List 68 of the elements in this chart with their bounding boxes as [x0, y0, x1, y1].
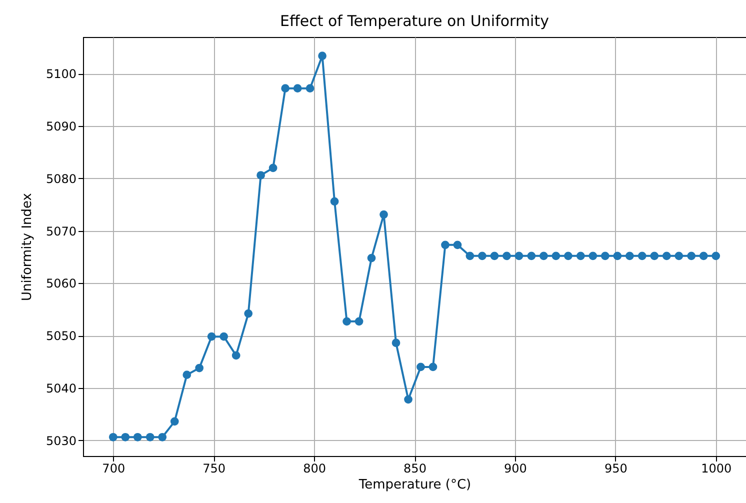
- point: [428, 362, 438, 372]
- point: [576, 252, 585, 260]
- y-tick-label: 5040: [46, 381, 76, 396]
- point: [699, 252, 708, 260]
- point: [674, 252, 684, 260]
- point: [466, 252, 474, 260]
- point: [121, 432, 130, 442]
- point: [527, 252, 536, 260]
- x-tick-label: 950: [604, 462, 628, 476]
- y-tick-label: 5100: [46, 67, 76, 82]
- point: [650, 252, 659, 260]
- point: [712, 252, 720, 260]
- point: [502, 252, 511, 260]
- point: [662, 252, 671, 260]
- y-tick-label: 5060: [46, 276, 76, 291]
- point: [158, 432, 167, 442]
- point: [625, 252, 634, 260]
- y-tick-label: 5070: [46, 224, 76, 238]
- point: [232, 351, 240, 360]
- point: [404, 395, 412, 404]
- point: [354, 317, 364, 326]
- x-tick-label: 750: [202, 462, 226, 476]
- point: [552, 252, 560, 260]
- point: [613, 252, 622, 260]
- point: [441, 240, 450, 250]
- point: [392, 338, 400, 348]
- point: [268, 164, 278, 172]
- point: [146, 432, 154, 442]
- point: [478, 252, 486, 260]
- point: [342, 317, 351, 326]
- point: [564, 252, 572, 260]
- point: [293, 84, 302, 92]
- x-tick-label: 1000: [701, 462, 732, 476]
- point: [182, 370, 192, 379]
- point: [207, 332, 216, 341]
- point: [380, 210, 388, 219]
- point: [220, 332, 228, 341]
- y-tick-label: 5080: [46, 172, 76, 186]
- point: [244, 309, 253, 318]
- point: [281, 84, 290, 92]
- point: [367, 254, 376, 262]
- x-axis-title: Temperature (°C): [358, 478, 472, 492]
- point: [318, 52, 326, 60]
- point: [638, 252, 646, 260]
- point: [687, 252, 696, 260]
- point: [256, 171, 265, 180]
- point: [453, 240, 462, 250]
- point: [588, 252, 598, 260]
- x-tick-label: 850: [404, 462, 426, 476]
- point: [108, 432, 118, 442]
- point: [306, 84, 314, 92]
- y-tick-label: 5090: [46, 120, 76, 134]
- point: [170, 417, 179, 426]
- y-tick-label: 5050: [46, 329, 76, 344]
- y-tick-label: 5030: [46, 434, 76, 448]
- point: [514, 252, 524, 260]
- point: [195, 364, 204, 372]
- point: [600, 252, 610, 260]
- point: [540, 252, 548, 260]
- chart-title: Effect of Temperature on Uniformity: [280, 12, 550, 30]
- point: [330, 197, 339, 206]
- x-tick-label: 700: [102, 462, 126, 476]
- point: [490, 252, 499, 260]
- x-tick-label: 800: [303, 462, 326, 476]
- y-axis-title: Uniformity Index: [20, 192, 35, 301]
- x-tick-label: 900: [504, 462, 527, 476]
- point: [416, 362, 425, 372]
- point: [133, 432, 142, 442]
